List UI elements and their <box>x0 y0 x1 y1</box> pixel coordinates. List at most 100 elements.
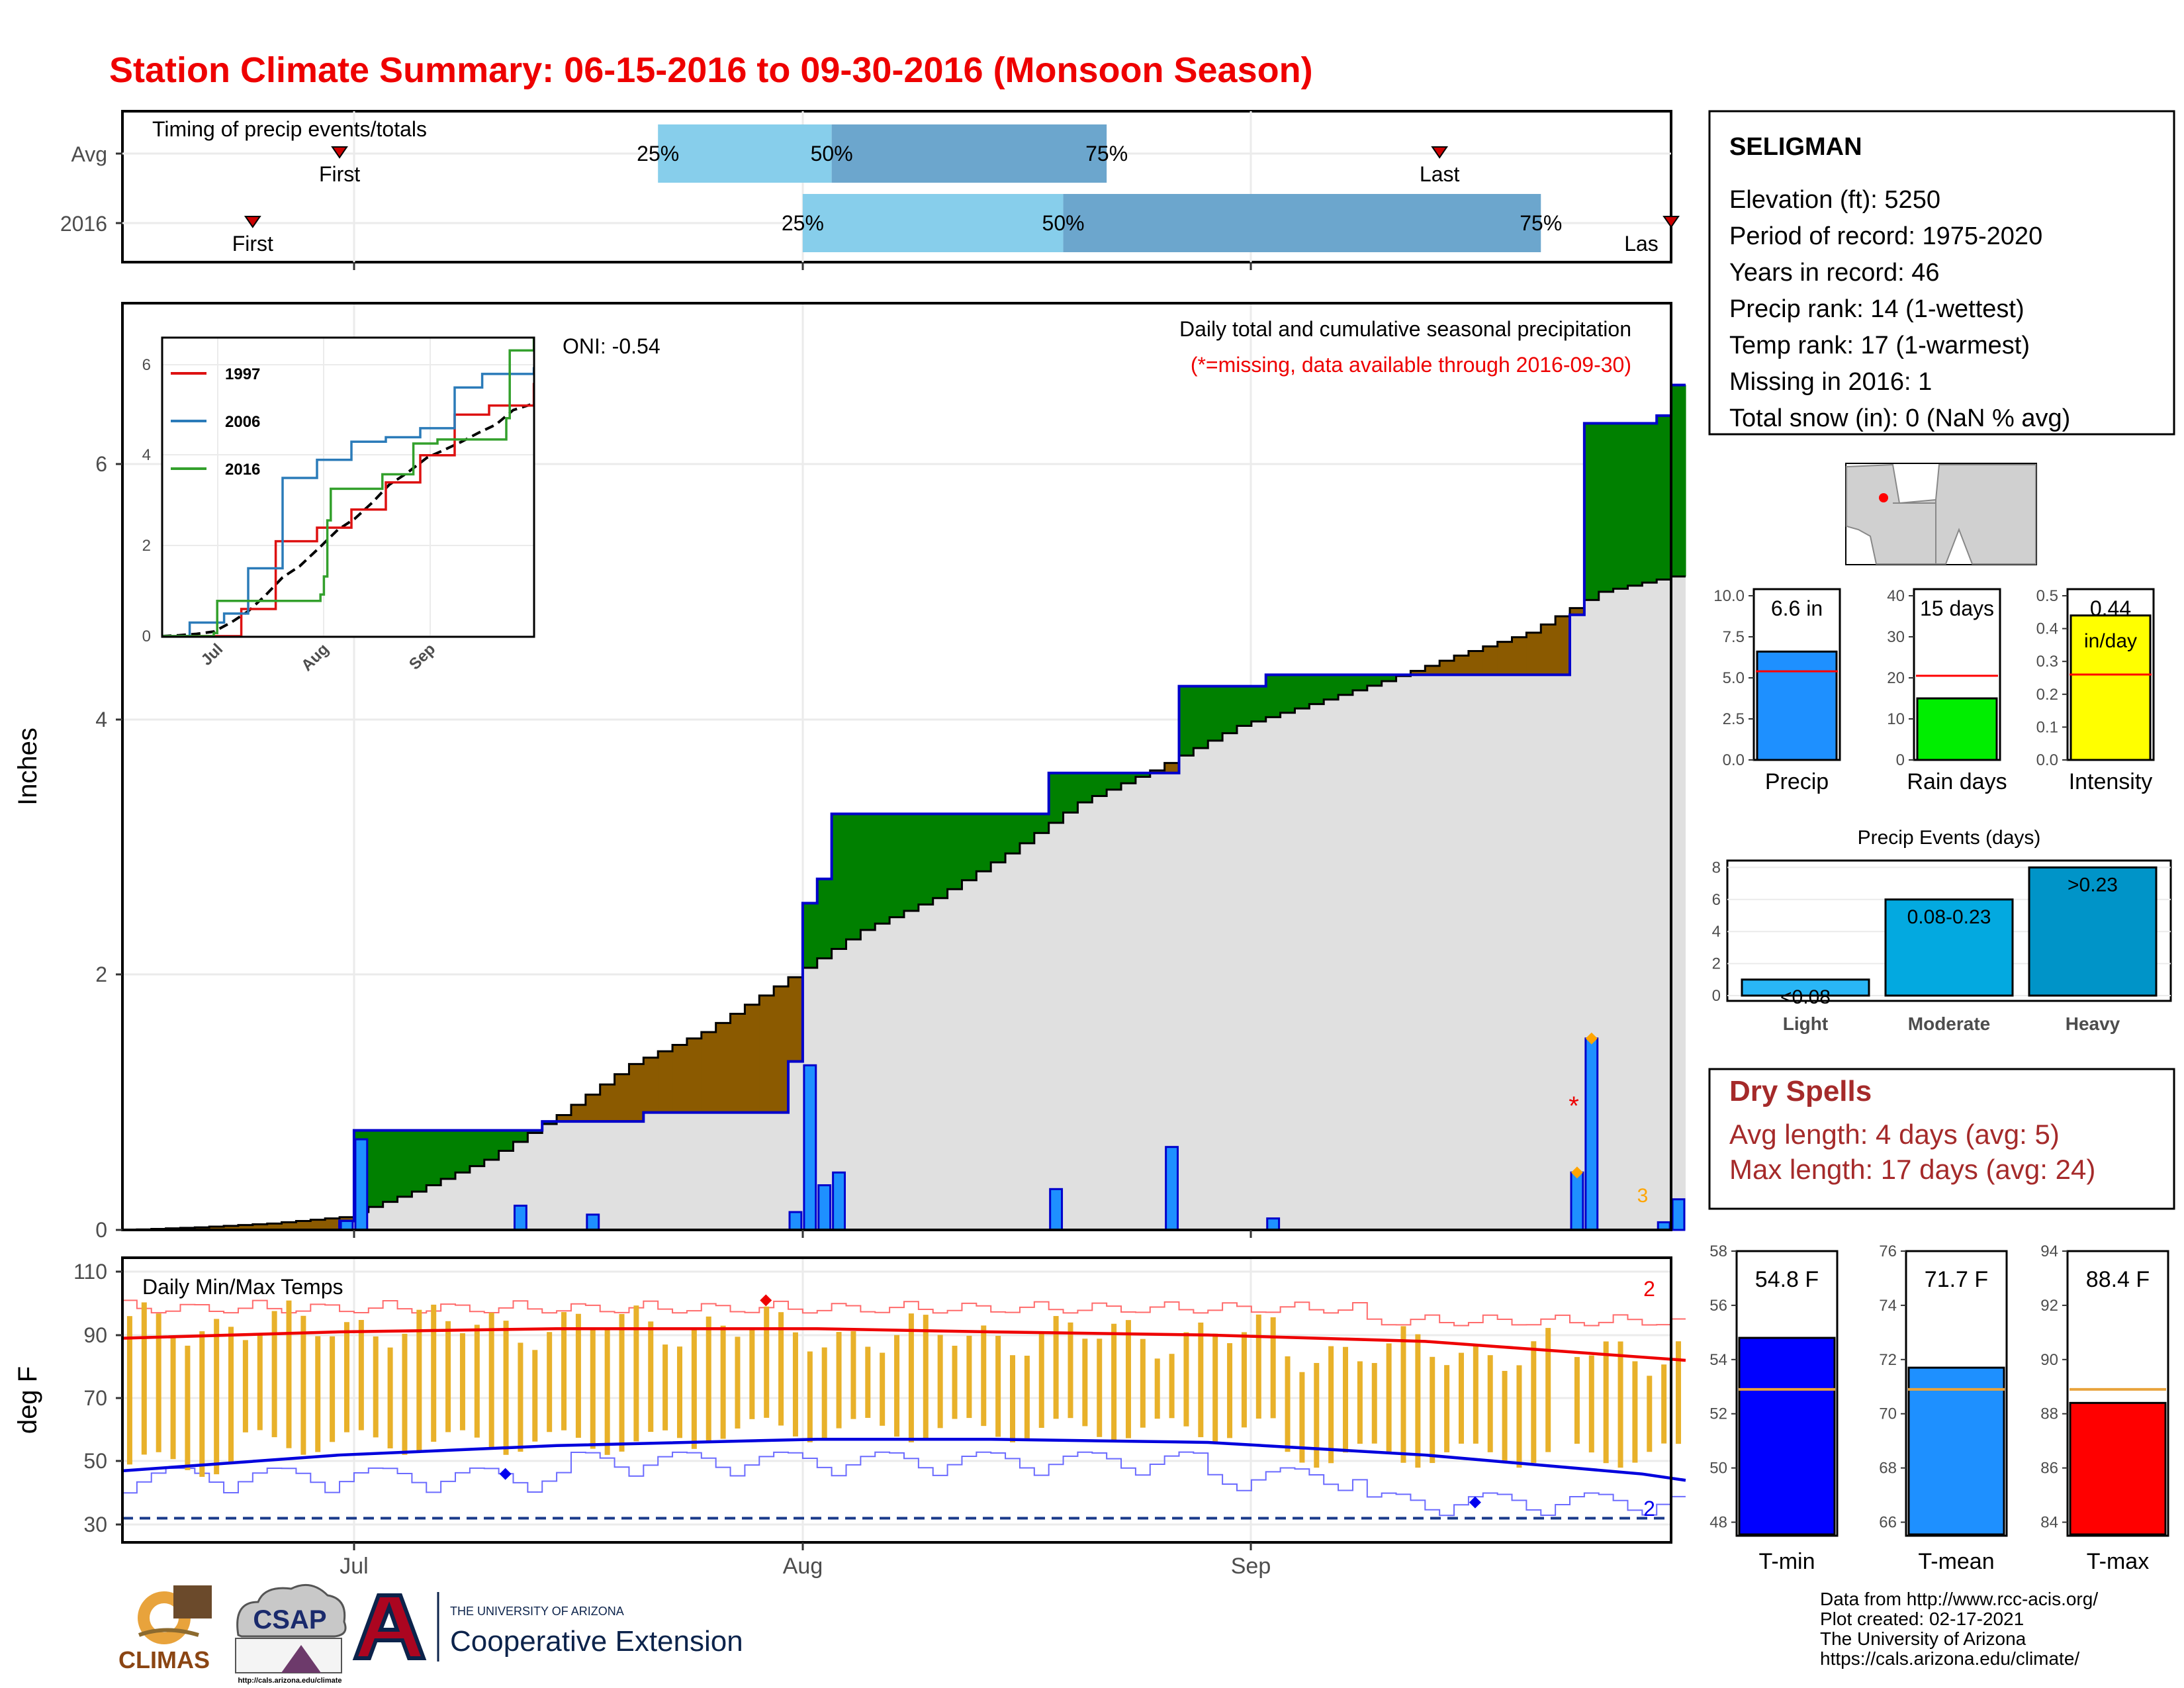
daily-temp-range-bar <box>923 1315 929 1439</box>
daily-temp-range-bar <box>358 1319 364 1430</box>
daily-temp-range-bar <box>648 1321 654 1432</box>
average-max-line <box>122 1327 1686 1362</box>
inset-ytick: 2 <box>142 537 151 555</box>
last-label: Last <box>1420 162 1460 186</box>
surplus-area <box>889 814 905 917</box>
climas-mesa-icon <box>173 1585 212 1618</box>
daily-temp-range-bar <box>865 1346 871 1418</box>
daily-temp-range-bar <box>561 1312 567 1430</box>
timing-percent-label: 50% <box>1042 211 1085 235</box>
events-category: Heavy <box>2066 1013 2120 1034</box>
csap-logo-text: CSAP <box>253 1605 326 1634</box>
events-bar-light <box>1741 978 1870 997</box>
temp-ytick: 110 <box>73 1260 107 1284</box>
mini-bar-ytick: 0 <box>1896 751 1905 769</box>
surplus-area <box>1265 675 1281 718</box>
events-ytick: 0 <box>1712 987 1721 1005</box>
daily-temp-range-bar <box>1632 1361 1638 1463</box>
surplus-area <box>1092 773 1107 796</box>
daily-precip-bar <box>340 1220 354 1231</box>
extreme-precip-marker-icon <box>1570 1166 1583 1179</box>
daily-temp-range-bar <box>1473 1344 1479 1444</box>
temp-marks <box>122 1294 1686 1520</box>
surplus-area <box>1121 773 1136 784</box>
temp-bar-value-label: 54.8 F <box>1755 1267 1819 1292</box>
surplus-area <box>875 814 890 924</box>
last-marker-icon <box>1662 216 1680 228</box>
mini-bar-ytick: 0.4 <box>2036 620 2058 638</box>
temp-bar-name: T-mean <box>1918 1549 1994 1574</box>
missing-marker: * <box>1569 1092 1579 1121</box>
daily-precip-bar <box>354 1138 369 1231</box>
temp-ytick: 90 <box>83 1323 107 1347</box>
mini-bar-ytick: 10.0 <box>1713 587 1745 605</box>
surplus-area <box>846 814 861 940</box>
surplus-area <box>991 814 1006 863</box>
credit-plot-created: Plot created: 02-17-2021 <box>1820 1609 2024 1629</box>
temp-bar-ytick: 50 <box>1709 1460 1727 1477</box>
daily-temp-range-bar <box>1545 1328 1551 1452</box>
inset-ytick: 6 <box>142 356 151 374</box>
precip-ytick: 4 <box>95 708 107 731</box>
average-min-line <box>122 1437 1686 1482</box>
daily-precip-bar <box>1165 1146 1179 1231</box>
temp-bar-t-mean <box>1907 1366 2005 1536</box>
deficit-area <box>600 1084 615 1122</box>
daily-precip-bar <box>1049 1188 1064 1231</box>
credits: Data from http://www.rcc-acis.org/ Plot … <box>1820 1589 2098 1669</box>
daily-temp-range-bar <box>821 1347 827 1439</box>
surplus-area <box>1338 675 1353 695</box>
deficit-area <box>1570 608 1585 615</box>
precip-events-chart: Precip Events (days) 8 6 4 2 0 <0.08 Light 0.08… <box>1712 827 2172 1034</box>
temp-bar-ytick: 68 <box>1879 1460 1897 1477</box>
mini-bar-value-label: 15 days <box>1920 596 1994 620</box>
timing-percent-label: 75% <box>1520 211 1562 235</box>
deficit-area <box>1468 651 1484 675</box>
daily-precip-bar <box>803 1064 817 1231</box>
daily-temp-range-bar <box>431 1304 437 1442</box>
deficit-area <box>1497 641 1513 675</box>
daily-temp-range-bar <box>836 1332 842 1429</box>
surplus-area <box>1135 773 1151 777</box>
surplus-area <box>1613 423 1629 589</box>
daily-temp-range-bar <box>720 1325 726 1439</box>
daily-temp-range-bar <box>1328 1346 1334 1464</box>
temp-bar-ytick: 56 <box>1709 1297 1727 1315</box>
temp-grid <box>122 1258 1671 1542</box>
record-high-marker-icon <box>760 1294 772 1307</box>
temp-ytick: 70 <box>83 1386 107 1410</box>
temp-bar-ytick: 94 <box>2040 1243 2058 1260</box>
daily-precip-bar <box>817 1184 832 1231</box>
timing-axis-ticks <box>116 152 1252 270</box>
deficit-area <box>1439 661 1455 675</box>
deficit-area <box>774 986 789 1113</box>
surplus-area <box>903 814 919 911</box>
timing-bar-25-50 <box>658 124 832 183</box>
deficit-area <box>557 1115 572 1122</box>
precip-yticks: 0 2 4 6 <box>95 452 107 1242</box>
daily-temp-range-bar <box>1386 1343 1392 1452</box>
deficit-area <box>1410 671 1426 675</box>
surplus-area <box>1598 423 1614 592</box>
legend-label-2016: 2016 <box>225 461 260 479</box>
surplus-area <box>1077 773 1093 803</box>
last-marker-icon <box>1431 146 1449 159</box>
mini-bar-rain-days <box>1916 697 1998 761</box>
observed-cumulative-line <box>122 383 1686 1231</box>
surplus-area <box>1019 814 1035 843</box>
mini-bar-name: Precip <box>1765 769 1829 794</box>
station-temp-rank: Temp rank: 17 (1-warmest) <box>1729 332 2030 359</box>
daily-temp-range-bar <box>214 1319 220 1475</box>
daily-precip-bar <box>1266 1217 1281 1231</box>
surplus-area <box>1324 675 1339 700</box>
temp-bar-ytick: 70 <box>1879 1405 1897 1423</box>
surplus-area <box>441 1130 456 1179</box>
surplus-area <box>1107 773 1122 790</box>
surplus-area <box>484 1130 500 1160</box>
daily-temp-range-bar <box>735 1336 741 1429</box>
deficit-area <box>1555 616 1570 675</box>
surplus-area <box>1367 675 1383 686</box>
events-bar-label: 0.08-0.23 <box>1907 906 1991 928</box>
mini-bar-ytick: 30 <box>1887 628 1905 646</box>
deficit-area <box>759 995 774 1113</box>
